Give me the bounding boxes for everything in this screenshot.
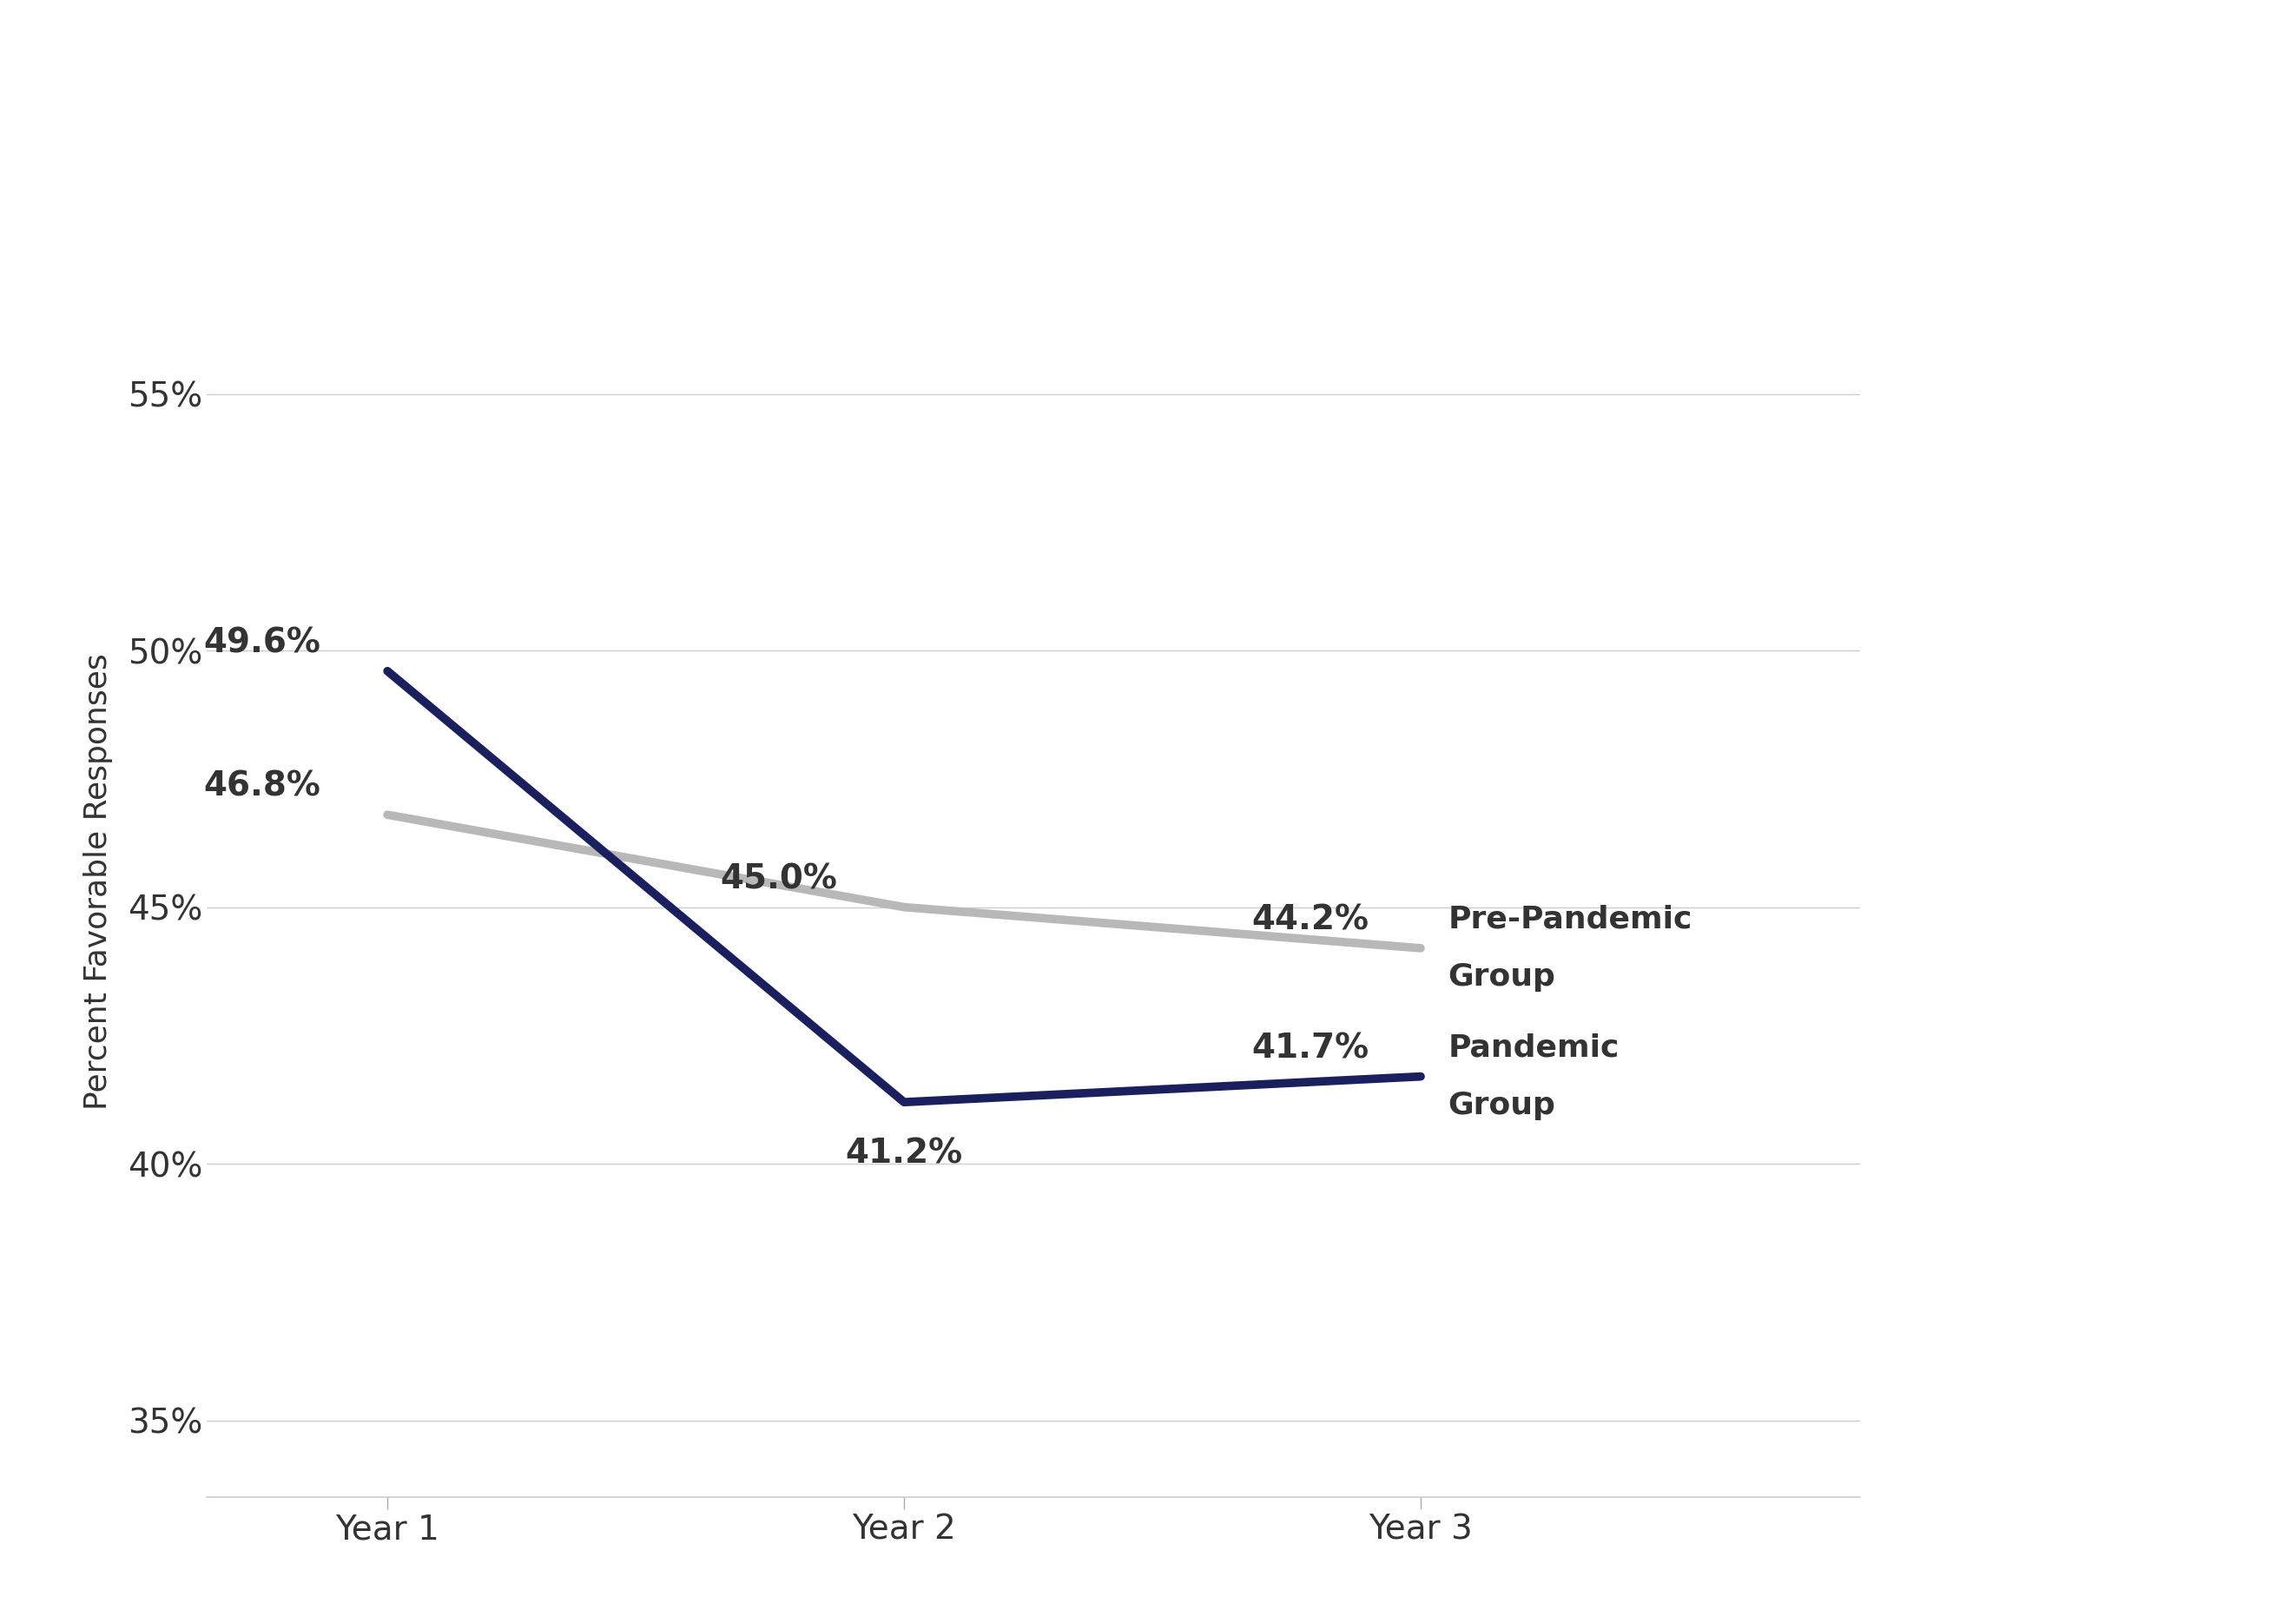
Text: 45.0%: 45.0% xyxy=(719,863,836,895)
Text: Pre-Pandemic: Pre-Pandemic xyxy=(1449,905,1692,934)
Bar xyxy=(1993,31,2080,182)
Y-axis label: Percent Favorable Responses: Percent Favorable Responses xyxy=(83,654,113,1109)
Text: 41.7%: 41.7% xyxy=(1251,1032,1368,1064)
Text: Pandemic: Pandemic xyxy=(1449,1032,1619,1063)
Text: PANORAMA: PANORAMA xyxy=(2099,61,2268,87)
Text: (Grade 9): (Grade 9) xyxy=(73,100,305,142)
Text: Self-Efficacy: Self-Efficacy xyxy=(73,50,427,100)
Text: 41.2%: 41.2% xyxy=(845,1137,962,1170)
Text: Group: Group xyxy=(1449,1090,1557,1121)
Text: EDUCATION: EDUCATION xyxy=(2099,132,2204,150)
Text: 49.6%: 49.6% xyxy=(202,626,319,660)
Text: 46.8%: 46.8% xyxy=(202,770,319,803)
Text: 44.2%: 44.2% xyxy=(1251,903,1368,937)
Text: Group: Group xyxy=(1449,963,1557,992)
